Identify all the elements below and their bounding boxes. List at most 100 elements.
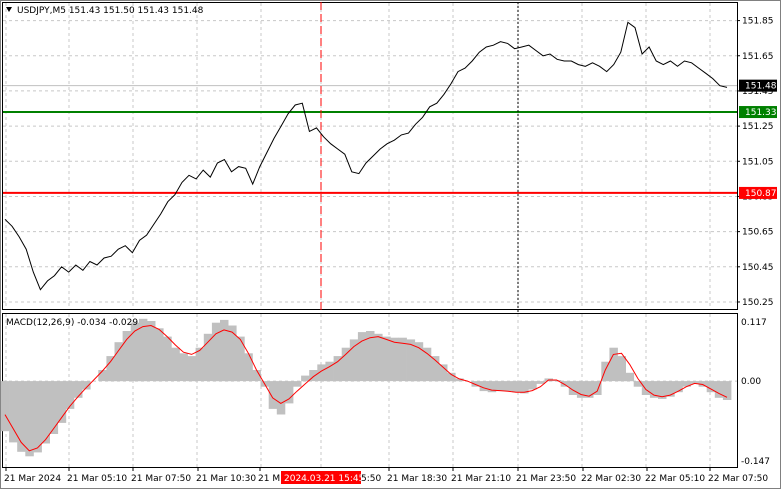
macd-histogram-bar <box>706 381 716 393</box>
macd-histogram-bar <box>374 333 383 382</box>
time-axis-label: 21 Mar 07:50 <box>131 474 191 484</box>
time-axis-label: 21 Mar 23:50 <box>516 474 576 484</box>
price-axis-label: 151.05 <box>742 157 774 167</box>
macd-histogram-bar <box>366 331 375 382</box>
price-axis-label: 150.65 <box>742 228 774 238</box>
macd-histogram-bar <box>155 328 164 382</box>
macd-histogram-bar <box>390 337 399 382</box>
macd-histogram-bar <box>439 364 448 382</box>
macd-header: MACD(12,26,9) -0.034 -0.029 <box>6 318 138 328</box>
macd-histogram-bar <box>528 381 537 390</box>
macd-histogram-bar <box>317 364 326 382</box>
macd-histogram-bar <box>33 381 42 453</box>
macd-histogram-bar <box>49 381 59 434</box>
macd-histogram-bar <box>203 333 213 382</box>
macd-histogram-bar <box>9 381 18 443</box>
macd-histogram-bar <box>568 381 578 395</box>
time-axis-label: 21 Mar 10:30 <box>196 474 256 484</box>
macd-histogram-bar <box>325 361 334 382</box>
macd-histogram-bar <box>357 332 367 382</box>
macd-histogram-bar <box>682 381 691 387</box>
macd-histogram-bar <box>252 370 261 382</box>
current-time-box <box>281 471 361 484</box>
macd-histogram-bar <box>560 381 570 387</box>
macd-histogram-bar <box>576 381 586 398</box>
macd-histogram-bar <box>25 381 34 457</box>
macd-histogram <box>0 318 732 457</box>
macd-histogram-bar <box>641 381 651 395</box>
macd-histogram-bar <box>130 322 140 382</box>
macd-grid <box>3 314 737 467</box>
macd-histogram-bar <box>276 381 286 415</box>
time-axis: 21 Mar 2024 21 Mar 05:10 21 Mar 07:50 21 Ma… <box>4 467 768 484</box>
price-axis: 151.85151.65151.45151.25151.05150.85150.… <box>737 17 777 308</box>
time-axis-label: 21 Mar 21:10 <box>451 474 511 484</box>
macd-histogram-bar <box>617 356 626 382</box>
macd-histogram-bar <box>430 356 440 382</box>
macd-histogram-bar <box>414 342 424 382</box>
macd-axis: 0.117 0.00 -0.147 <box>741 318 770 467</box>
macd-histogram-bar <box>195 347 205 382</box>
macd-histogram-bar <box>658 381 667 399</box>
macd-histogram-bar <box>0 381 10 432</box>
time-axis-label: 21 M <box>258 474 280 484</box>
macd-histogram-bar <box>382 336 391 382</box>
macd-histogram-bar <box>82 381 91 390</box>
price-axis-label: 151.45 <box>742 87 774 97</box>
time-axis-label: 21 Mar 05:10 <box>67 474 127 484</box>
macd-histogram-bar <box>122 331 132 382</box>
macd-axis-label: -0.147 <box>741 457 770 467</box>
macd-histogram-bar <box>520 381 529 394</box>
price-axis-label: 151.65 <box>742 52 774 62</box>
price-axis-label: 150.45 <box>742 263 774 273</box>
horizontal-level-lines[interactable] <box>3 85 737 194</box>
macd-histogram-bar <box>106 356 115 382</box>
time-axis-label: 22 Mar 05:10 <box>645 474 705 484</box>
last-price-box <box>739 79 777 92</box>
macd-histogram-bar <box>17 381 26 452</box>
macd-histogram-bar <box>147 321 156 382</box>
macd-histogram-bar <box>98 370 107 382</box>
price-panel[interactable]: USDJPY,M5 151.43 151.50 151.43 151.48 <box>2 2 738 468</box>
price-axis-label: 151.25 <box>742 122 774 132</box>
level-price-label: 151.33 <box>745 108 777 118</box>
level-price-box <box>739 186 777 199</box>
price-series-line <box>4 21 728 291</box>
macd-histogram-bar <box>284 381 294 404</box>
macd-histogram-bar <box>309 370 318 382</box>
macd-histogram-bar <box>349 339 359 382</box>
macd-histogram-bar <box>487 381 497 393</box>
macd-histogram-bar <box>593 381 602 395</box>
macd-histogram-bar <box>633 381 643 387</box>
last-price-label: 151.48 <box>745 82 777 92</box>
macd-histogram-bar <box>455 378 464 382</box>
macd-histogram-bar <box>398 337 407 382</box>
macd-histogram-bar <box>698 381 708 387</box>
triangle-down-icon[interactable] <box>6 7 12 12</box>
macd-histogram-bar <box>57 381 67 423</box>
macd-histogram-bar <box>406 339 416 382</box>
macd-histogram-bar <box>65 381 75 409</box>
macd-histogram-bar <box>74 381 83 398</box>
macd-histogram-bar <box>666 381 675 397</box>
macd-histogram-bar <box>714 381 724 398</box>
macd-signal-line <box>4 324 728 452</box>
macd-histogram-bar <box>244 353 253 382</box>
time-axis-label-partial: 5:50 <box>361 474 381 484</box>
price-panel-border <box>2 2 738 310</box>
macd-histogram-bar <box>187 356 196 382</box>
macd-histogram-bar <box>674 381 683 393</box>
macd-panel[interactable]: MACD(12,26,9) -0.034 -0.029 <box>0 313 738 468</box>
time-axis-label: 21 Mar 2024 <box>4 474 61 484</box>
macd-histogram-bar <box>479 381 489 392</box>
macd-axis-label: 0.117 <box>741 318 767 328</box>
macd-histogram-bar <box>471 381 480 387</box>
macd-axis-label: 0.00 <box>741 377 761 387</box>
macd-histogram-bar <box>649 381 659 398</box>
macd-histogram-bar <box>171 347 180 382</box>
macd-histogram-bar <box>293 381 302 387</box>
price-axis-label: 151.85 <box>742 17 774 27</box>
macd-histogram-bar <box>512 381 521 393</box>
level-price-label: 150.87 <box>745 189 777 199</box>
